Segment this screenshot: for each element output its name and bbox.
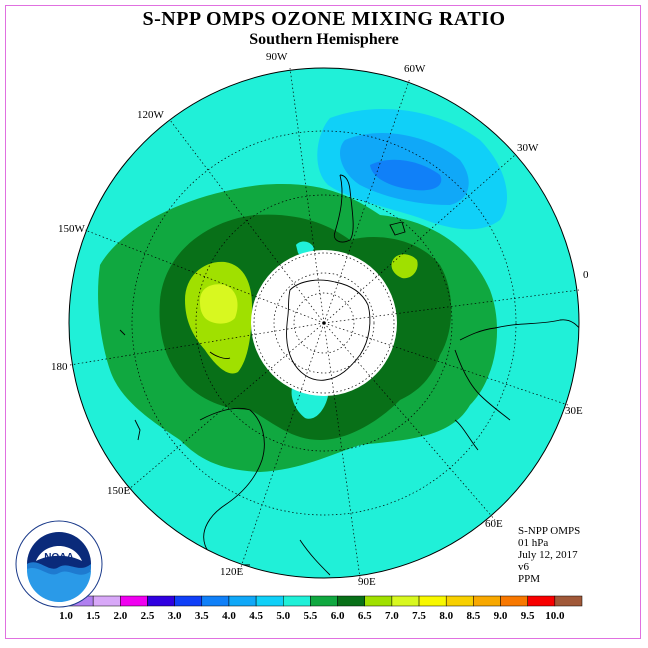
- lon-label-90e: 90E: [358, 576, 376, 588]
- lon-label-30w: 30W: [517, 142, 539, 154]
- colorbar-tick-label: 8.5: [466, 610, 481, 622]
- colorbar-swatch: [147, 595, 175, 607]
- info-version: v6: [518, 561, 529, 573]
- colorbar-tick-label: 7.5: [412, 610, 426, 622]
- colorbar-swatch: [337, 595, 365, 607]
- colorbar-tick-label: 1.5: [86, 610, 101, 622]
- colorbar-tick-label: 2.0: [113, 610, 128, 622]
- colorbar-tick-label: 9.5: [520, 610, 535, 622]
- antarctica-outline: [286, 279, 371, 381]
- info-instrument: S-NPP OMPS: [518, 525, 581, 537]
- south-pole-marker: [322, 321, 326, 325]
- ozone-band-6-5-east: [391, 254, 418, 279]
- lon-label-150e: 150E: [107, 485, 131, 497]
- colorbar-swatch: [255, 595, 284, 607]
- colorbar-tick-label: 6.0: [330, 610, 345, 622]
- ozone-band-7-0-west: [200, 284, 238, 324]
- colorbar-swatch: [473, 595, 501, 607]
- ozone-low-region-inner: [370, 159, 442, 191]
- lon-label-60e: 60E: [485, 518, 503, 530]
- map-boundary: [68, 67, 580, 579]
- lon-label-30e: 30E: [565, 405, 583, 417]
- colorbar-swatch: [120, 595, 148, 607]
- colorbar-tick-label: 6.5: [357, 610, 372, 622]
- colorbar-tick-label: 3.5: [194, 610, 209, 622]
- product-info: S-NPP OMPS 01 hPa July 12, 2017 v6 PPM: [518, 525, 580, 585]
- colorbar-tick-label: 4.5: [249, 610, 263, 622]
- noaa-logo-text: NOAA: [44, 552, 73, 563]
- colorbar-swatch: [364, 595, 393, 607]
- colorbar-swatch: [554, 595, 583, 607]
- lon-label-60w: 60W: [404, 63, 426, 75]
- colorbar-swatch: [283, 595, 311, 607]
- lon-label-90w: 90W: [266, 51, 288, 63]
- colorbar-swatch: [418, 595, 447, 607]
- colorbar-swatch: [174, 595, 203, 607]
- colorbar-swatch: [500, 595, 528, 607]
- colorbar-tick-label: 9.0: [493, 610, 508, 622]
- colorbar-swatch: [445, 595, 474, 607]
- colorbar-tick-label: 4.0: [222, 610, 236, 622]
- info-units: PPM: [518, 573, 541, 585]
- lon-label-120w: 120W: [137, 109, 164, 121]
- noaa-logo: NOAA: [15, 520, 103, 608]
- lon-label-0: 0: [583, 269, 589, 281]
- coastlines: [119, 174, 579, 576]
- map-title: S-NPP OMPS OZONE MIXING RATIO: [142, 8, 506, 30]
- colorbar-swatch: [228, 595, 257, 607]
- info-date: July 12, 2017: [518, 549, 578, 561]
- colorbar-tick-label: 2.5: [140, 610, 155, 622]
- graticule: [69, 67, 580, 579]
- lon-label-120e: 120E: [220, 566, 244, 578]
- figure-frame: [5, 5, 641, 639]
- colorbar-tick-label: 5.0: [276, 610, 291, 622]
- colorbar-swatch: [527, 595, 556, 607]
- map-subtitle: Southern Hemisphere: [249, 31, 399, 48]
- colorbar-swatch: [391, 595, 420, 607]
- colorbar: [65, 595, 583, 607]
- colorbar-swatch: [201, 595, 230, 607]
- lon-label-180: 180: [51, 361, 68, 373]
- colorbar-tick-label: 7.0: [385, 610, 399, 622]
- colorbar-tick-label: 5.5: [303, 610, 318, 622]
- colorbar-tick-label: 1.0: [59, 610, 73, 622]
- colorbar-tick-label: 3.0: [167, 610, 182, 622]
- colorbar-tick-label: 10.0: [545, 610, 565, 622]
- colorbar-tick-label: 8.0: [439, 610, 454, 622]
- colorbar-swatch: [310, 595, 338, 607]
- lon-label-150w: 150W: [58, 223, 85, 235]
- info-level: 01 hPa: [518, 537, 549, 549]
